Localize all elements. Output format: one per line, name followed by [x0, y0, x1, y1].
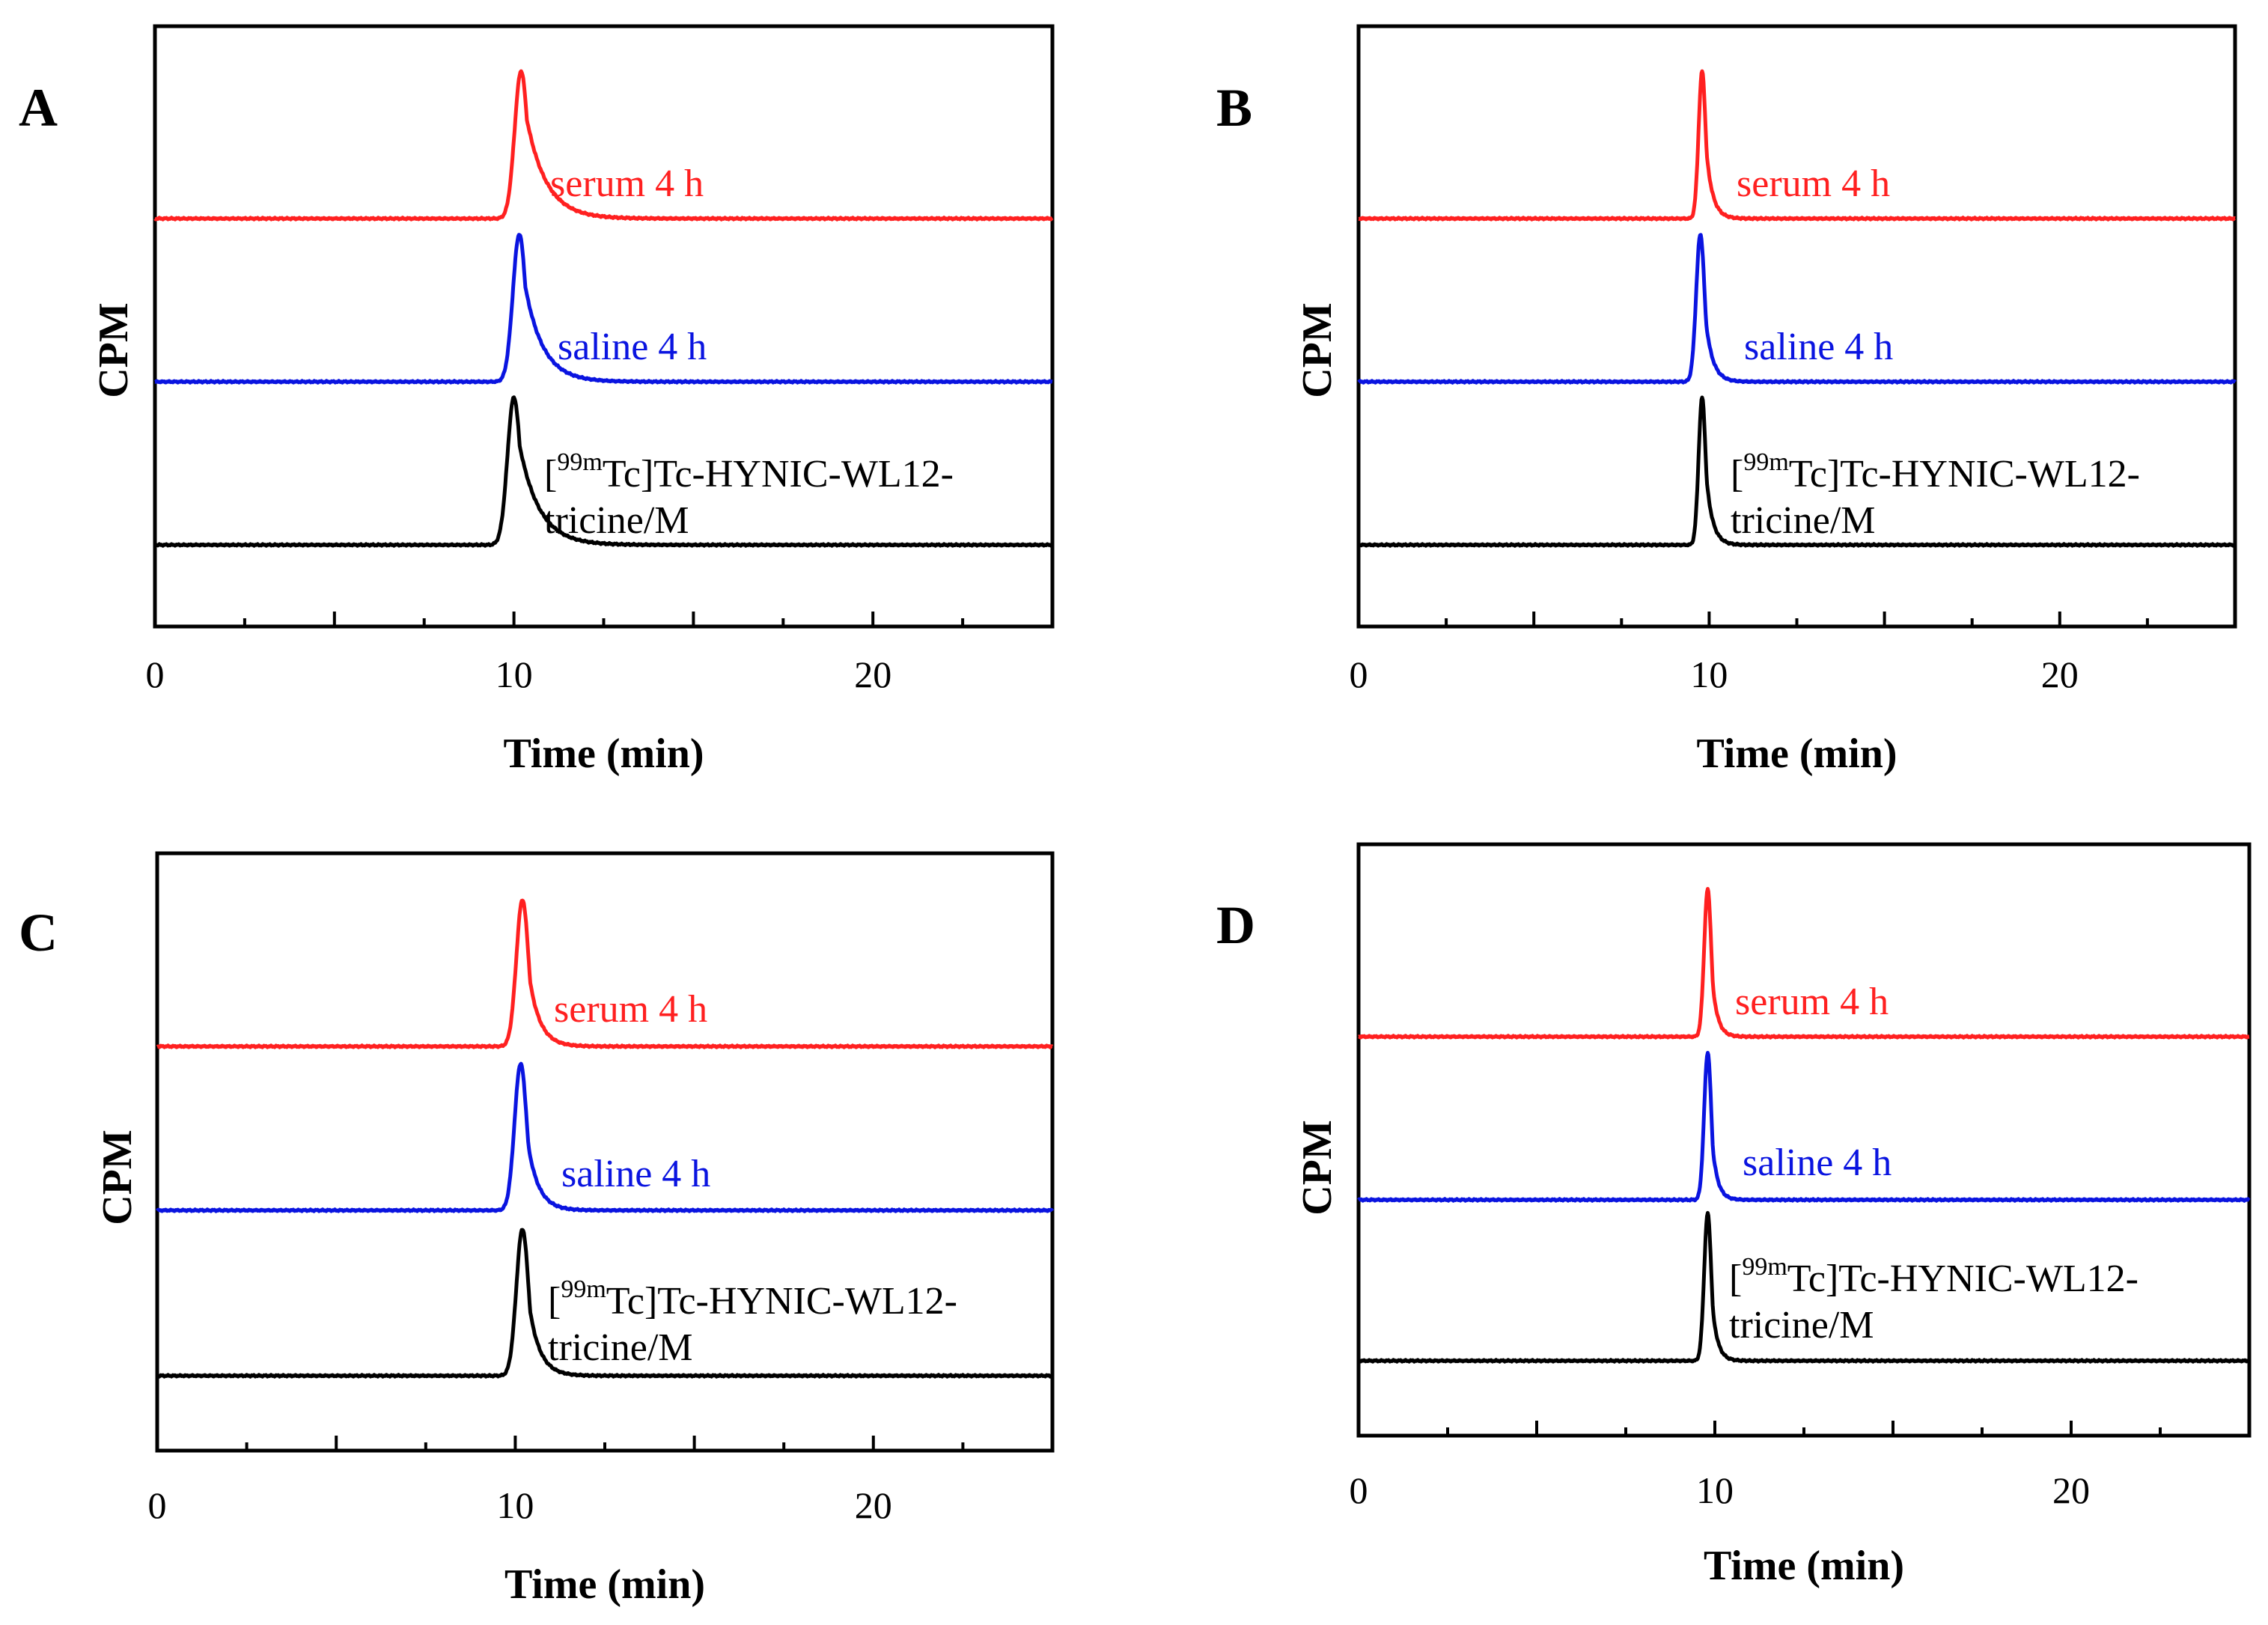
- series-line-saline: [1357, 233, 2237, 385]
- x-tick-label: 10: [1690, 653, 1728, 695]
- series-label-serum: serum 4 h: [554, 988, 707, 1031]
- y-axis-label: CPM: [1294, 1120, 1341, 1216]
- series-label-saline: saline 4 h: [561, 1153, 710, 1195]
- series-label-reference-line2: tricine/M: [548, 1326, 693, 1369]
- x-tick-label: 0: [1350, 653, 1368, 695]
- panel-letter: A: [19, 78, 58, 138]
- x-tick-label: 20: [2052, 1469, 2090, 1511]
- series-line-saline: [153, 233, 1054, 385]
- x-tick-label: 0: [1350, 1469, 1368, 1511]
- series-label-reference-line2: tricine/M: [544, 499, 689, 542]
- series-line-reference: [1357, 1210, 2251, 1364]
- panel-letter: D: [1216, 895, 1255, 955]
- x-tick-label: 0: [146, 653, 165, 695]
- y-axis-label: CPM: [94, 1129, 141, 1225]
- y-axis-label: CPM: [1294, 302, 1341, 398]
- series-line-saline: [1357, 1051, 2251, 1203]
- panel-letter: C: [19, 903, 58, 963]
- series-label-saline: saline 4 h: [558, 326, 707, 368]
- x-tick-label: 0: [148, 1484, 167, 1526]
- series-line-reference: [153, 395, 1054, 548]
- series-line-serum: [153, 69, 1054, 222]
- panel-letter: B: [1216, 78, 1252, 138]
- y-axis-label: CPM: [91, 302, 137, 398]
- series-label-reference-line2: tricine/M: [1731, 499, 1876, 542]
- x-axis-label: Time (min): [504, 1561, 705, 1608]
- series-label-saline: saline 4 h: [1744, 326, 1893, 368]
- x-tick-label: 20: [2041, 653, 2079, 695]
- series-line-saline: [156, 1061, 1055, 1213]
- x-axis-label: Time (min): [1704, 1543, 1904, 1589]
- series-line-serum: [1357, 69, 2237, 222]
- x-axis-label: Time (min): [1696, 731, 1897, 777]
- series-line-serum: [1357, 887, 2251, 1040]
- series-line-reference: [1357, 395, 2237, 548]
- series-label-reference: [99mTc]Tc-HYNIC-WL12-: [1731, 448, 2140, 496]
- series-line-serum: [156, 898, 1054, 1049]
- x-tick-label: 20: [855, 1484, 892, 1526]
- x-tick-label: 20: [854, 653, 891, 695]
- x-tick-label: 10: [496, 1484, 534, 1526]
- series-label-serum: serum 4 h: [1735, 981, 1889, 1023]
- series-label-serum: serum 4 h: [1737, 162, 1890, 205]
- series-label-saline: saline 4 h: [1743, 1141, 1891, 1184]
- plot-frame: [1356, 842, 2252, 1438]
- series-label-reference: [99mTc]Tc-HYNIC-WL12-: [544, 448, 954, 496]
- x-tick-label: 10: [496, 653, 533, 695]
- series-line-reference: [156, 1228, 1054, 1379]
- series-label-reference: [99mTc]Tc-HYNIC-WL12-: [548, 1275, 957, 1323]
- x-tick-label: 10: [1696, 1469, 1734, 1511]
- series-label-reference: [99mTc]Tc-HYNIC-WL12-: [1729, 1253, 2139, 1300]
- series-label-reference-line2: tricine/M: [1729, 1304, 1874, 1347]
- series-label-serum: serum 4 h: [550, 162, 704, 205]
- x-axis-label: Time (min): [503, 731, 704, 777]
